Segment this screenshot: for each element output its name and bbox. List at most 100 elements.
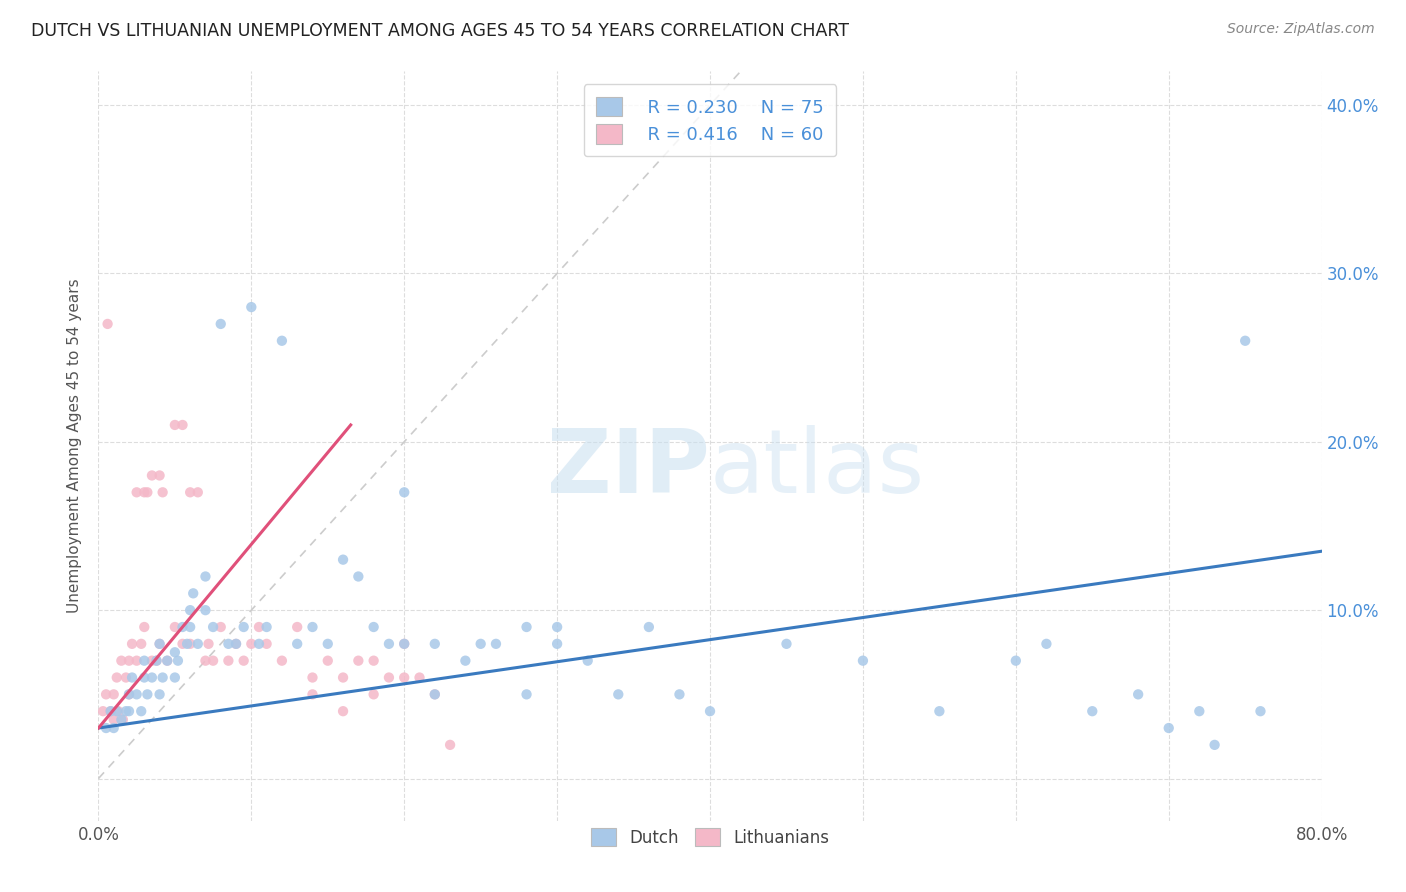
Point [172, 637, 194, 651]
Point [179, 603, 201, 617]
Point [316, 637, 339, 651]
Point [270, 654, 292, 668]
Point [172, 620, 194, 634]
Point [156, 654, 179, 668]
Point [332, 552, 354, 566]
Point [852, 654, 875, 668]
Point [115, 671, 138, 685]
Point [134, 671, 156, 685]
Point [97, 317, 120, 331]
Point [176, 637, 198, 651]
Point [454, 654, 477, 668]
Point [149, 468, 172, 483]
Point [111, 713, 134, 727]
Point [118, 654, 141, 668]
Text: ZIP: ZIP [547, 425, 710, 512]
Point [141, 654, 163, 668]
Point [115, 704, 138, 718]
Point [1081, 704, 1104, 718]
Point [100, 704, 122, 718]
Point [118, 704, 141, 718]
Point [103, 687, 125, 701]
Point [576, 654, 599, 668]
Point [94, 687, 117, 701]
Point [105, 704, 128, 718]
Point [134, 654, 156, 668]
Point [363, 620, 385, 634]
Point [156, 654, 179, 668]
Point [439, 738, 461, 752]
Point [392, 637, 416, 651]
Point [607, 687, 630, 701]
Point [209, 317, 232, 331]
Point [285, 637, 308, 651]
Point [668, 687, 690, 701]
Point [194, 654, 217, 668]
Point [136, 485, 159, 500]
Point [1035, 637, 1057, 651]
Point [378, 637, 401, 651]
Point [136, 687, 159, 701]
Point [270, 334, 292, 348]
Point [129, 704, 152, 718]
Point [347, 569, 370, 583]
Point [1188, 704, 1211, 718]
Point [145, 654, 167, 668]
Point [149, 637, 172, 651]
Point [134, 485, 156, 500]
Point [423, 687, 446, 701]
Point [316, 654, 339, 668]
Point [423, 687, 446, 701]
Point [1128, 687, 1150, 701]
Point [1234, 334, 1257, 348]
Point [202, 654, 225, 668]
Point [152, 485, 174, 500]
Point [516, 687, 538, 701]
Point [363, 654, 385, 668]
Point [1249, 704, 1271, 718]
Point [225, 637, 247, 651]
Point [332, 704, 354, 718]
Point [163, 645, 186, 659]
Point [125, 654, 148, 668]
Point [301, 687, 323, 701]
Point [163, 417, 186, 432]
Point [363, 687, 385, 701]
Point [145, 654, 167, 668]
Text: Source: ZipAtlas.com: Source: ZipAtlas.com [1227, 22, 1375, 37]
Point [408, 671, 430, 685]
Point [163, 620, 186, 634]
Legend: Dutch, Lithuanians: Dutch, Lithuanians [583, 822, 837, 854]
Point [225, 637, 247, 651]
Text: atlas: atlas [710, 425, 925, 512]
Point [301, 671, 323, 685]
Point [217, 654, 239, 668]
Point [775, 637, 797, 651]
Point [392, 485, 416, 500]
Point [134, 620, 156, 634]
Point [1204, 738, 1226, 752]
Point [149, 637, 172, 651]
Point [256, 620, 278, 634]
Point [392, 637, 416, 651]
Point [118, 687, 141, 701]
Point [94, 721, 117, 735]
Point [232, 654, 254, 668]
Point [100, 704, 122, 718]
Point [470, 637, 492, 651]
Point [285, 620, 308, 634]
Point [209, 620, 232, 634]
Point [105, 671, 128, 685]
Point [928, 704, 950, 718]
Point [149, 687, 172, 701]
Point [247, 637, 270, 651]
Point [240, 300, 263, 314]
Point [121, 637, 143, 651]
Point [217, 637, 239, 651]
Point [121, 671, 143, 685]
Point [1157, 721, 1180, 735]
Point [699, 704, 721, 718]
Point [187, 485, 209, 500]
Point [152, 671, 174, 685]
Point [107, 704, 129, 718]
